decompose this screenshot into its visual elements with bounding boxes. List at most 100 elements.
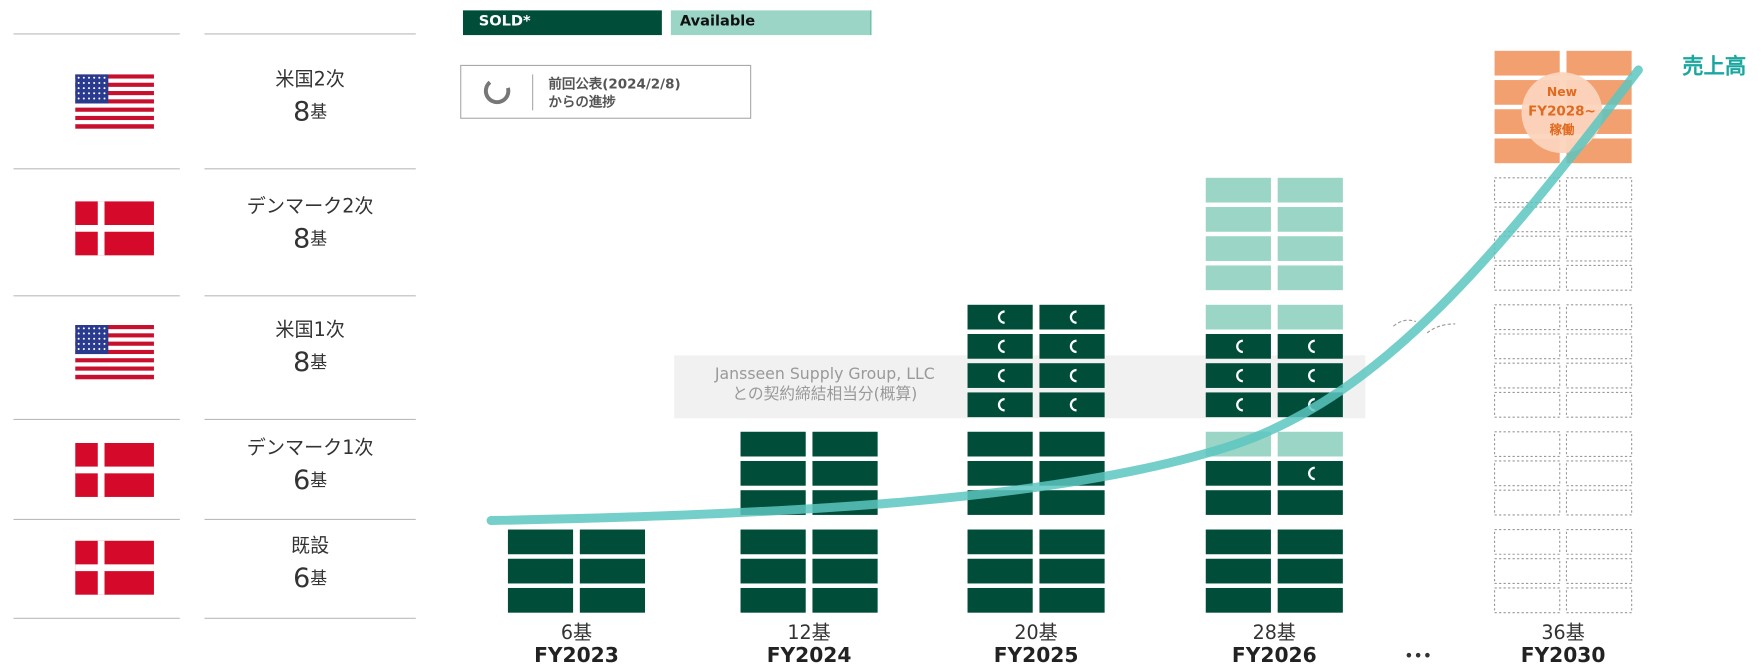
ellipsis: ••• bbox=[1404, 646, 1432, 665]
stripe bbox=[75, 341, 154, 347]
count-unit: 基 bbox=[812, 620, 831, 643]
progress-icon bbox=[1069, 398, 1077, 412]
block bbox=[1205, 207, 1271, 232]
count-number: 6 bbox=[561, 620, 573, 643]
star bbox=[87, 342, 91, 345]
stripe bbox=[75, 111, 154, 117]
block bbox=[967, 460, 1033, 486]
count-label: 36基 bbox=[1541, 620, 1584, 643]
block bbox=[1205, 236, 1271, 261]
block bbox=[1205, 304, 1271, 330]
site-count: 8基 bbox=[293, 347, 327, 378]
block bbox=[1277, 431, 1343, 457]
block bbox=[967, 431, 1033, 457]
star bbox=[82, 327, 85, 330]
star bbox=[82, 332, 85, 335]
block bbox=[1205, 460, 1271, 486]
block bbox=[507, 587, 574, 613]
stripe bbox=[75, 78, 154, 84]
star bbox=[82, 337, 85, 340]
block bbox=[1565, 333, 1633, 360]
block bbox=[1565, 558, 1633, 585]
star bbox=[77, 97, 80, 100]
block bbox=[1494, 50, 1560, 76]
block bbox=[1277, 490, 1343, 515]
star bbox=[87, 81, 91, 84]
count-label: 6基 bbox=[561, 620, 592, 643]
count-unit: 基 bbox=[310, 102, 327, 122]
star bbox=[82, 87, 85, 90]
block bbox=[1277, 558, 1343, 584]
progress-note: 前回公表(2024/2/8) bbox=[548, 76, 680, 93]
star bbox=[82, 97, 85, 100]
stripe bbox=[75, 358, 154, 363]
star bbox=[103, 342, 106, 345]
star bbox=[93, 342, 96, 345]
flag bbox=[75, 74, 154, 129]
count-unit: 基 bbox=[1566, 620, 1585, 643]
block bbox=[1493, 528, 1561, 555]
block bbox=[1493, 558, 1561, 585]
x-tick-label: FY2025 bbox=[994, 643, 1079, 667]
block bbox=[579, 587, 646, 613]
block bbox=[1565, 431, 1633, 458]
block bbox=[1566, 50, 1632, 76]
block bbox=[1493, 460, 1561, 487]
stack bbox=[740, 431, 878, 613]
star bbox=[77, 92, 80, 95]
progress-note: からの進捗 bbox=[548, 94, 616, 111]
x-tick-label: FY2024 bbox=[767, 643, 852, 667]
block bbox=[1277, 265, 1343, 291]
star bbox=[87, 337, 91, 340]
block bbox=[1565, 362, 1633, 389]
block bbox=[812, 558, 878, 584]
block bbox=[1205, 558, 1271, 584]
star bbox=[77, 337, 80, 340]
star bbox=[93, 332, 96, 335]
annotation: との契約締結相当分(概算) bbox=[732, 384, 917, 403]
progress-icon bbox=[1308, 466, 1315, 481]
block bbox=[1493, 489, 1561, 516]
block bbox=[967, 587, 1033, 613]
stripe bbox=[75, 120, 154, 125]
block bbox=[1565, 264, 1633, 291]
star bbox=[93, 337, 96, 340]
flag bbox=[75, 540, 154, 595]
star bbox=[98, 348, 101, 351]
legend-sold: SOLD* bbox=[479, 13, 531, 30]
star bbox=[93, 81, 96, 84]
progress-icon bbox=[1069, 339, 1077, 354]
star bbox=[103, 337, 106, 340]
block bbox=[812, 431, 878, 457]
star bbox=[87, 97, 91, 100]
block bbox=[812, 587, 878, 613]
block bbox=[1493, 304, 1561, 331]
block bbox=[1277, 587, 1343, 613]
count-number: 12 bbox=[787, 620, 811, 643]
stack bbox=[507, 529, 646, 613]
block bbox=[1493, 264, 1561, 291]
block bbox=[967, 529, 1033, 555]
block bbox=[967, 558, 1033, 584]
star bbox=[87, 332, 91, 335]
progress-icon bbox=[997, 310, 1005, 324]
block bbox=[579, 529, 646, 555]
stripe bbox=[75, 107, 154, 113]
break-mark bbox=[1393, 319, 1456, 334]
stripe bbox=[75, 374, 154, 380]
star bbox=[87, 327, 91, 330]
count-number: 8 bbox=[293, 96, 310, 127]
star bbox=[77, 342, 80, 345]
block bbox=[1565, 177, 1633, 204]
star bbox=[82, 342, 85, 345]
progress-icon bbox=[1236, 339, 1244, 354]
block bbox=[1565, 304, 1633, 331]
stripe bbox=[75, 91, 154, 96]
legend-available: Available bbox=[680, 13, 755, 30]
site-count: 8基 bbox=[293, 223, 327, 254]
block bbox=[1277, 304, 1343, 330]
star bbox=[103, 97, 106, 100]
count-unit: 基 bbox=[1039, 620, 1058, 643]
flag bbox=[75, 325, 154, 380]
count-unit: 基 bbox=[1277, 620, 1296, 643]
